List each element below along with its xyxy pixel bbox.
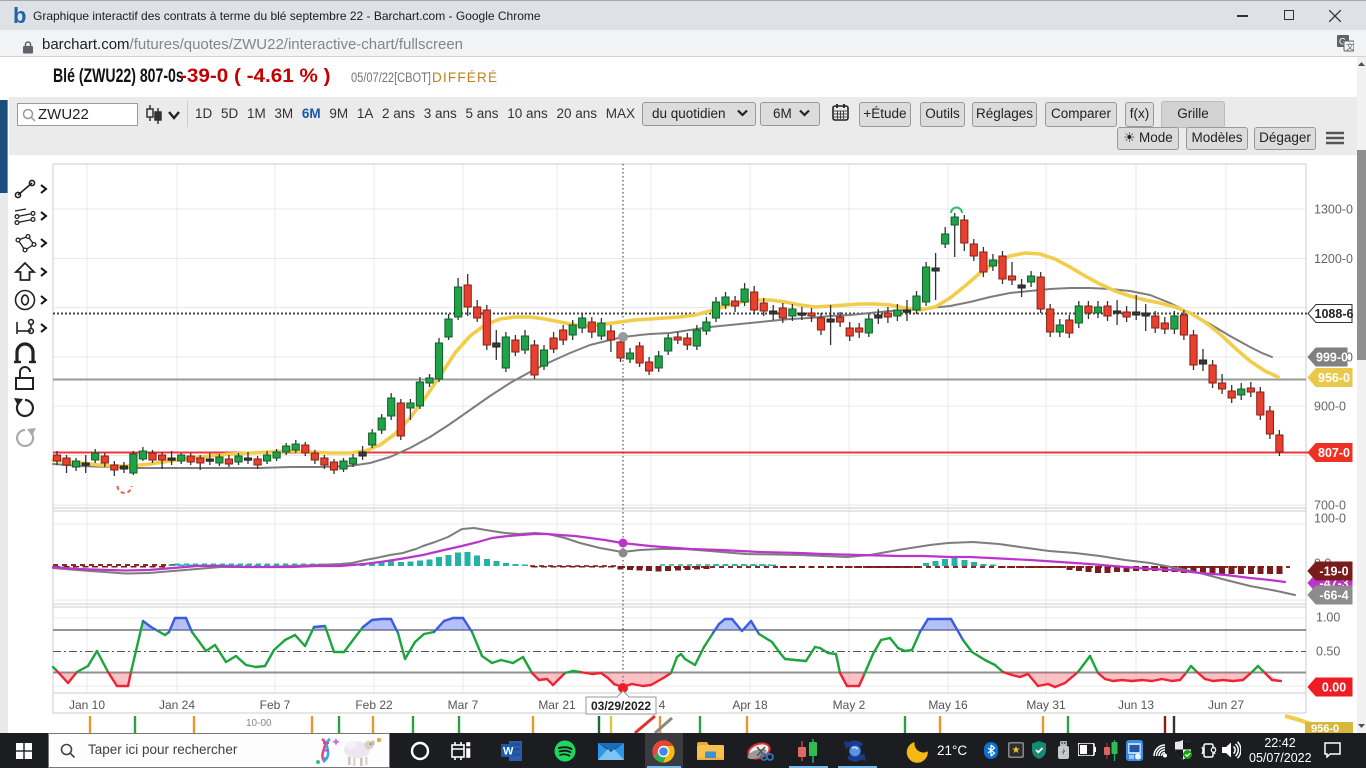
svg-text:0.00: 0.00	[1322, 681, 1346, 695]
svg-text:956-0: 956-0	[1318, 371, 1350, 385]
svg-text:1300-0: 1300-0	[1314, 203, 1353, 217]
svg-text:Jan 10: Jan 10	[69, 698, 105, 712]
svg-text:900-0: 900-0	[1314, 400, 1346, 414]
svg-text:807-0: 807-0	[1318, 446, 1350, 460]
svg-text:Feb 22: Feb 22	[355, 698, 393, 712]
svg-text:文: 文	[1346, 42, 1354, 52]
svg-text:May 2: May 2	[833, 698, 866, 712]
svg-text:Jun 27: Jun 27	[1208, 698, 1244, 712]
svg-text:1088-6: 1088-6	[1315, 307, 1354, 321]
svg-text:-66-4: -66-4	[1319, 589, 1348, 603]
svg-text:03/29/2022: 03/29/2022	[591, 699, 651, 713]
svg-text:999-0: 999-0	[1316, 351, 1348, 365]
svg-text:May 16: May 16	[928, 698, 968, 712]
svg-text:700-0: 700-0	[1314, 498, 1346, 512]
svg-text:Feb 7: Feb 7	[260, 698, 291, 712]
svg-text:-19-0: -19-0	[1319, 565, 1348, 579]
svg-text:Apr 18: Apr 18	[732, 698, 768, 712]
svg-text:10-00: 10-00	[246, 718, 272, 729]
svg-text:May 31: May 31	[1026, 698, 1066, 712]
svg-text:0.50: 0.50	[1316, 645, 1340, 659]
svg-text:956-0: 956-0	[1311, 723, 1339, 733]
svg-text:W: W	[503, 746, 514, 758]
svg-text:100-0: 100-0	[1314, 512, 1346, 526]
svg-text:Jan 24: Jan 24	[159, 698, 195, 712]
svg-text:1.00: 1.00	[1316, 611, 1340, 625]
svg-text:Mar 21: Mar 21	[538, 698, 576, 712]
svg-text:G: G	[1339, 37, 1346, 47]
svg-text:Mar 7: Mar 7	[448, 698, 479, 712]
svg-text:1200-0: 1200-0	[1314, 252, 1353, 266]
svg-text:Jun 13: Jun 13	[1118, 698, 1154, 712]
